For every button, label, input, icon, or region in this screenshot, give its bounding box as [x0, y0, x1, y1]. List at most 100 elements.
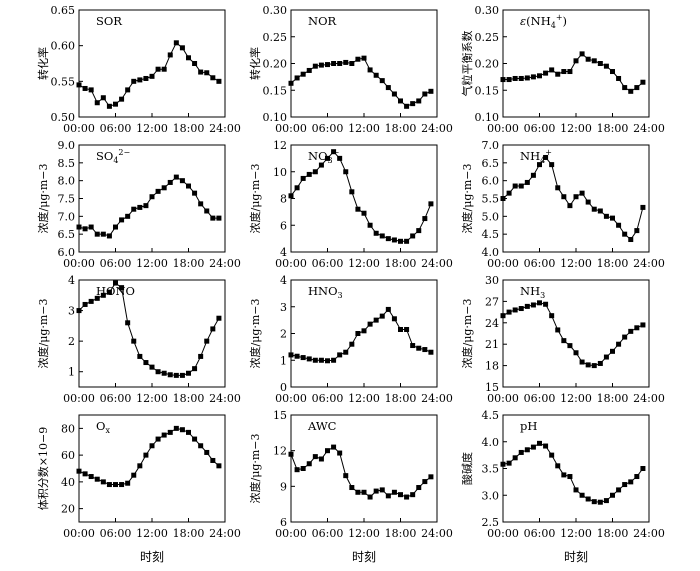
data-point: [573, 58, 579, 64]
data-point: [373, 317, 379, 323]
data-point: [616, 487, 622, 493]
data-point: [119, 217, 125, 223]
data-point: [331, 357, 337, 363]
data-point: [216, 78, 222, 84]
x-tick-label: 24:00: [633, 527, 665, 540]
data-point: [416, 228, 422, 234]
data-point: [125, 480, 131, 486]
data-point: [391, 237, 397, 243]
y-tick-label: 9: [280, 480, 287, 493]
data-point: [428, 201, 434, 207]
x-tick-label: 18:00: [173, 527, 205, 540]
data-point: [143, 75, 149, 81]
data-point: [410, 343, 416, 349]
y-tick-label: 60: [61, 449, 75, 462]
series-line: [78, 176, 219, 237]
data-point: [312, 169, 318, 175]
series-line: [290, 446, 432, 498]
y-axis-label: 浓度/μg·m−3: [248, 433, 262, 503]
data-point: [94, 231, 100, 237]
data-point: [555, 463, 561, 469]
data-point: [113, 224, 118, 230]
data-point: [149, 194, 155, 200]
data-point: [294, 75, 300, 81]
panel-12: 2.5 3.0 3.5 4.0 4.5 00:00 06:00 12:00 18:00 24:00…: [460, 409, 665, 540]
data-point: [161, 185, 167, 191]
data-point: [385, 493, 391, 499]
y-tick-label: 0.60: [51, 40, 76, 53]
data-point: [137, 353, 143, 359]
y-tick-label: 4.0: [482, 246, 500, 259]
data-point: [192, 366, 198, 372]
data-point: [597, 208, 603, 214]
panel-9: 15 18 21 24 27 30 00:00 06:00 12:00 18:00 24:00 浓度/…: [460, 274, 665, 405]
data-point: [113, 101, 118, 107]
y-axis-label: 气粒平衡系数: [460, 31, 474, 97]
data-point: [312, 63, 318, 69]
y-tick-label: 3.0: [482, 489, 500, 502]
data-point: [549, 162, 555, 168]
data-point: [410, 233, 416, 239]
data-point: [640, 204, 646, 210]
x-tick-label: 12:00: [560, 122, 592, 135]
data-point: [416, 345, 422, 351]
data-point: [367, 321, 373, 327]
x-tick-label: 06:00: [100, 122, 132, 135]
data-point: [428, 349, 434, 355]
x-tick-label: 18:00: [173, 257, 205, 270]
y-tick-label: 3: [68, 305, 75, 318]
x-tick-label: 24:00: [421, 527, 453, 540]
data-point: [325, 448, 330, 454]
data-point: [106, 482, 112, 488]
data-point: [524, 75, 530, 81]
data-point: [343, 473, 349, 479]
series-line: [502, 156, 644, 241]
data-point: [106, 233, 112, 239]
data-point: [192, 436, 198, 442]
y-tick-label: 8.5: [58, 157, 76, 170]
data-point: [404, 238, 410, 244]
data-point: [119, 96, 125, 102]
panel-6: 4.0 4.5 5.0 5.5 6.0 6.5 7.0 00:00 06:00 12:00 18:0…: [460, 139, 665, 270]
data-point: [100, 95, 106, 101]
data-point: [410, 492, 416, 498]
data-point: [579, 359, 585, 365]
data-point: [391, 316, 397, 322]
x-tick-label: 12:00: [348, 392, 380, 405]
data-point: [82, 471, 88, 477]
y-tick-label: 24: [485, 317, 499, 330]
data-point: [379, 78, 385, 84]
data-point: [561, 69, 567, 75]
data-point: [306, 171, 312, 177]
data-point: [573, 350, 579, 356]
data-point: [149, 443, 155, 449]
data-point: [640, 322, 646, 328]
data-point: [506, 460, 512, 466]
data-point: [198, 443, 204, 449]
data-point: [94, 100, 100, 106]
series-line: [503, 53, 644, 92]
data-point: [610, 348, 615, 354]
y-tick-label: 3: [280, 301, 287, 314]
x-tick-label: 12:00: [348, 122, 380, 135]
x-tick-label: 18:00: [173, 122, 205, 135]
data-point: [325, 155, 330, 161]
data-point: [367, 222, 373, 228]
data-point: [137, 77, 143, 83]
data-point: [410, 101, 416, 107]
data-point: [549, 313, 555, 319]
x-tick-label: 18:00: [173, 392, 205, 405]
y-tick-label: 0.15: [263, 84, 288, 97]
y-tick-label: 5.5: [482, 193, 500, 206]
data-point: [500, 77, 506, 83]
data-point: [634, 325, 640, 331]
panel-4: 6.0 6.5 7.0 7.5 8.0 8.5 9.0 00:00 06:00 12:00 18:0…: [36, 139, 241, 270]
data-point: [622, 85, 628, 91]
x-tick-label: 18:00: [385, 257, 417, 270]
data-point: [318, 357, 324, 363]
data-point: [579, 492, 585, 498]
data-point: [300, 175, 306, 181]
data-point: [530, 172, 536, 178]
data-point: [603, 354, 609, 360]
